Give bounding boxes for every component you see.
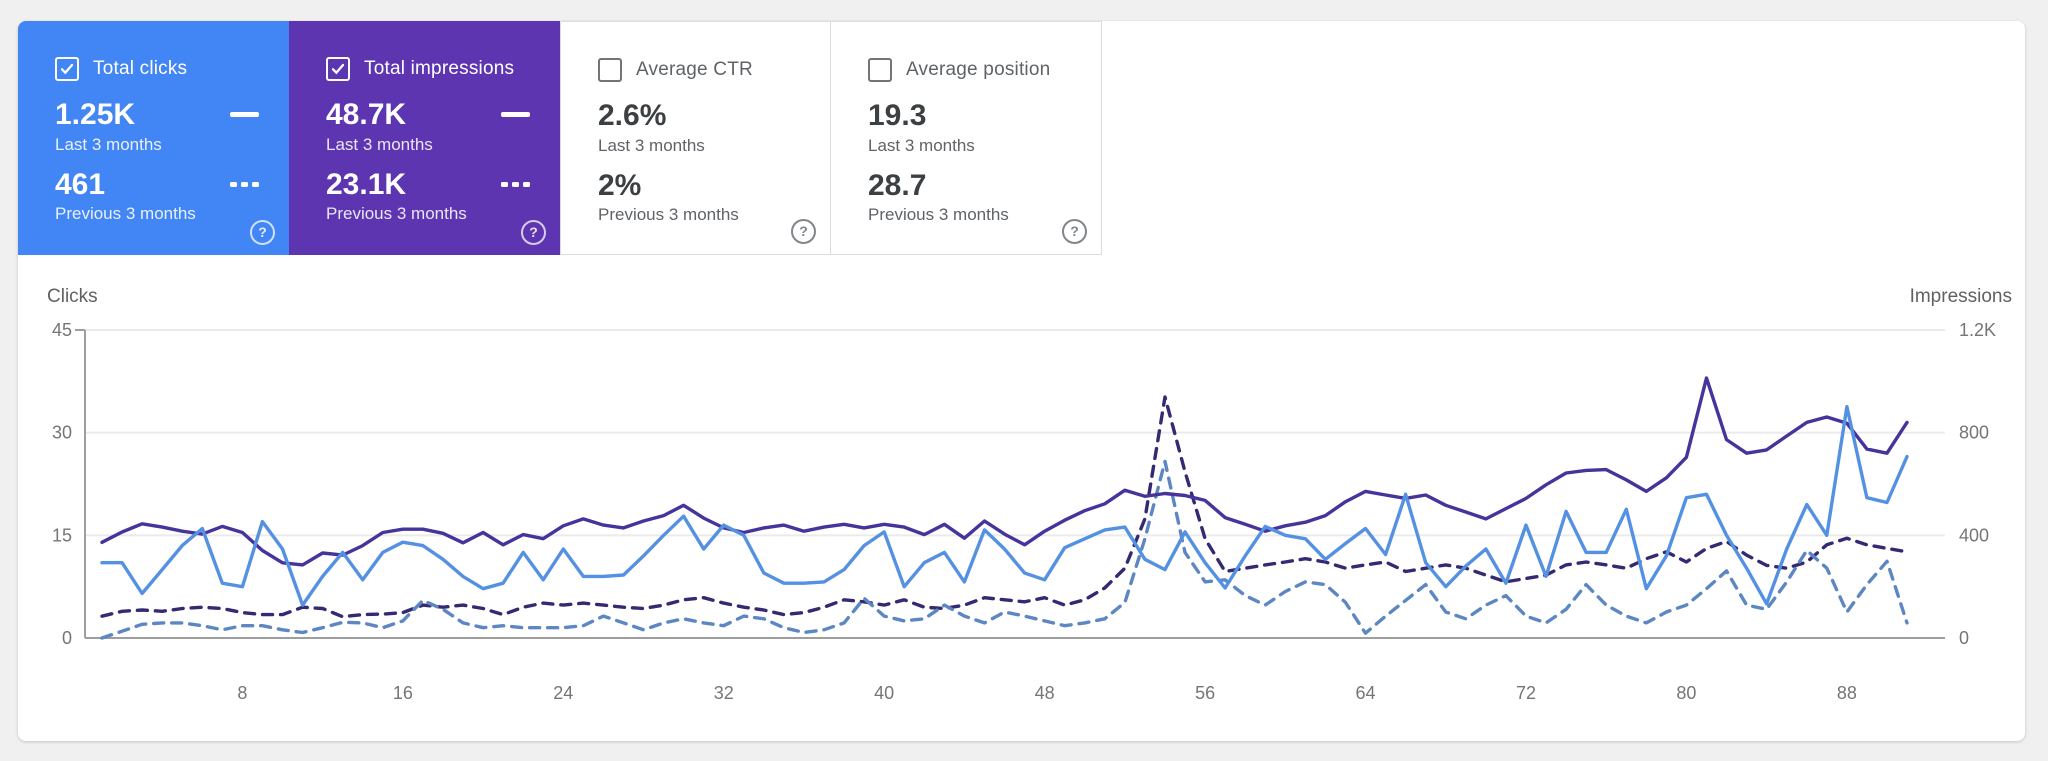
metric-value-last: 19.3 bbox=[868, 99, 927, 132]
metric-value-previous: 28.7 bbox=[868, 168, 927, 202]
metric-card-average-ctr[interactable]: Average CTR 2.6% Last 3 months 2% Previo… bbox=[560, 21, 831, 255]
right-axis-tick-label: 1.2K bbox=[1959, 320, 1996, 340]
x-axis-tick-label: 8 bbox=[237, 683, 247, 703]
x-axis-tick-label: 80 bbox=[1676, 683, 1696, 703]
performance-panel: Total clicks 1.25K Last 3 months 461 Pre… bbox=[18, 21, 2025, 741]
card-header: Average CTR bbox=[598, 58, 830, 82]
x-axis-tick-label: 40 bbox=[874, 683, 894, 703]
dashed-line-indicator-icon bbox=[501, 181, 530, 187]
metric-value-previous: 461 bbox=[55, 167, 106, 201]
help-icon[interactable]: ? bbox=[250, 220, 275, 245]
metric-label: Total clicks bbox=[93, 58, 188, 79]
x-axis-tick-label: 56 bbox=[1195, 683, 1215, 703]
right-axis-title: Impressions bbox=[1910, 286, 2012, 307]
metric-value-previous: 2% bbox=[598, 168, 642, 202]
checkmark-icon bbox=[331, 63, 345, 75]
metric-card-average-position[interactable]: Average position 19.3 Last 3 months 28.7… bbox=[831, 21, 1102, 255]
metric-value-last: 2.6% bbox=[598, 99, 667, 132]
metric-value-last: 48.7K bbox=[326, 98, 407, 131]
x-axis-tick-label: 32 bbox=[714, 683, 734, 703]
x-axis-tick-label: 72 bbox=[1516, 683, 1536, 703]
card-header: Average position bbox=[868, 58, 1101, 82]
left-axis-tick-label: 15 bbox=[52, 525, 72, 545]
right-axis-tick-label: 0 bbox=[1959, 628, 1969, 648]
left-axis-tick-label: 30 bbox=[52, 423, 72, 443]
x-axis-tick-label: 16 bbox=[393, 683, 413, 703]
x-axis-tick-label: 88 bbox=[1837, 683, 1857, 703]
value-row: 1.25K bbox=[55, 99, 289, 131]
series-line-solid bbox=[100, 376, 1909, 567]
checkmark-icon bbox=[60, 63, 74, 75]
metric-period-last: Last 3 months bbox=[598, 135, 705, 155]
left-axis-tick-label: 45 bbox=[52, 320, 72, 340]
value-row: 28.7 bbox=[868, 168, 1101, 202]
metric-value-previous: 23.1K bbox=[326, 167, 407, 201]
metric-label: Total impressions bbox=[364, 58, 515, 79]
solid-line-indicator-icon bbox=[230, 112, 259, 118]
x-axis-tick-label: 48 bbox=[1035, 683, 1055, 703]
x-axis-tick-label: 64 bbox=[1356, 683, 1376, 703]
metric-label: Average CTR bbox=[636, 59, 753, 80]
metric-period-last: Last 3 months bbox=[868, 135, 975, 155]
help-icon[interactable]: ? bbox=[521, 220, 546, 245]
value-row: 19.3 bbox=[868, 100, 1101, 132]
value-row: 23.1K bbox=[326, 167, 560, 201]
metric-period-last: Last 3 months bbox=[326, 134, 433, 154]
series-line-dashed bbox=[100, 395, 1909, 619]
metric-cards-row: Total clicks 1.25K Last 3 months 461 Pre… bbox=[18, 21, 1102, 255]
card-header: Total clicks bbox=[55, 57, 289, 81]
metric-period-previous: Previous 3 months bbox=[55, 204, 196, 223]
value-row: 2.6% bbox=[598, 100, 830, 132]
performance-chart[interactable]: 0 15 30 45 0 400 800 1.2K 8 16 24 32 40 48 56 64 72 80 88 C… bbox=[18, 268, 2025, 738]
x-axis-tick-label: 24 bbox=[553, 683, 573, 703]
metric-label: Average position bbox=[906, 59, 1051, 80]
metric-card-total-clicks[interactable]: Total clicks 1.25K Last 3 months 461 Pre… bbox=[18, 21, 289, 255]
metric-period-last: Last 3 months bbox=[55, 134, 162, 154]
left-axis-tick-label: 0 bbox=[62, 628, 72, 648]
right-axis-tick-label: 400 bbox=[1959, 525, 1989, 545]
metric-period-previous: Previous 3 months bbox=[868, 205, 1009, 224]
metric-period-previous: Previous 3 months bbox=[598, 205, 739, 224]
series-line-solid bbox=[100, 404, 1909, 607]
help-icon[interactable]: ? bbox=[1062, 219, 1087, 244]
card-header: Total impressions bbox=[326, 57, 560, 81]
solid-line-indicator-icon bbox=[501, 112, 530, 118]
checkbox-unchecked-icon[interactable] bbox=[598, 58, 622, 82]
value-row: 48.7K bbox=[326, 99, 560, 131]
metric-period-previous: Previous 3 months bbox=[326, 204, 467, 223]
metric-card-total-impressions[interactable]: Total impressions 48.7K Last 3 months 23… bbox=[289, 21, 560, 255]
right-axis-tick-label: 800 bbox=[1959, 423, 1989, 443]
series-line-dashed bbox=[100, 459, 1909, 640]
value-row: 461 bbox=[55, 167, 289, 201]
metric-value-last: 1.25K bbox=[55, 98, 136, 131]
value-row: 2% bbox=[598, 168, 830, 202]
checkbox-checked-icon[interactable] bbox=[55, 57, 79, 81]
dashed-line-indicator-icon bbox=[230, 181, 259, 187]
checkbox-unchecked-icon[interactable] bbox=[868, 58, 892, 82]
performance-chart-canvas[interactable]: 0 15 30 45 0 400 800 1.2K 8 16 24 32 40 48 56 64 72 80 88 C… bbox=[18, 268, 2025, 738]
checkbox-checked-icon[interactable] bbox=[326, 57, 350, 81]
help-icon[interactable]: ? bbox=[791, 219, 816, 244]
left-axis-title: Clicks bbox=[47, 286, 98, 307]
